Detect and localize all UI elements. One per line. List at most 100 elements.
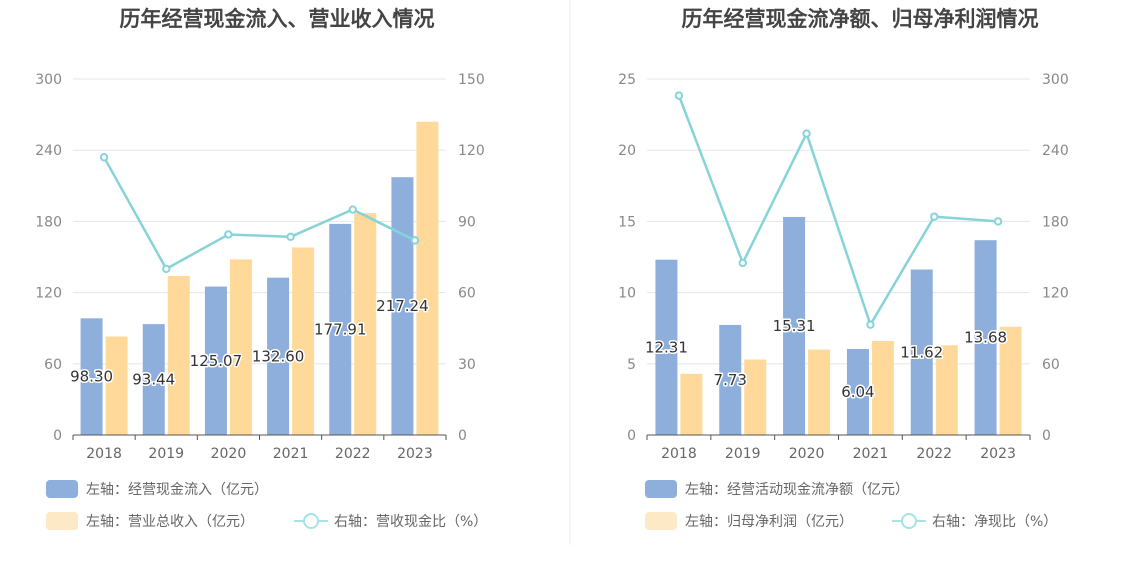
y-right-tick-label: 300 bbox=[1042, 72, 1069, 88]
data-label: 7.73 bbox=[714, 371, 747, 389]
x-tick-label: 2021 bbox=[853, 446, 889, 462]
line-point bbox=[993, 217, 1003, 226]
bar-series-1 bbox=[719, 324, 742, 435]
x-tick-label: 2018 bbox=[86, 446, 122, 462]
legend-line-marker bbox=[303, 513, 319, 529]
line-point bbox=[866, 320, 875, 329]
line-point bbox=[410, 236, 420, 245]
y-right-tick-label: 150 bbox=[458, 72, 485, 88]
data-label: 12.31 bbox=[645, 338, 688, 356]
y-right-tick-label: 120 bbox=[458, 143, 485, 159]
data-label: 217.24 bbox=[376, 297, 429, 315]
y-right-tick-label: 60 bbox=[458, 286, 476, 302]
x-tick-label: 2022 bbox=[916, 446, 952, 462]
line-point bbox=[674, 91, 684, 100]
data-label: 177.91 bbox=[314, 320, 367, 338]
y-right-tick-label: 240 bbox=[1042, 143, 1069, 159]
chart-title: 历年经营现金流净额、归母净利润情况 bbox=[682, 7, 1039, 31]
data-label: 13.68 bbox=[964, 329, 1007, 347]
bar-series-1 bbox=[142, 324, 165, 435]
bar-series-2 bbox=[167, 275, 190, 435]
x-tick-label: 2020 bbox=[789, 446, 825, 462]
data-label: 132.60 bbox=[252, 347, 305, 365]
line-point bbox=[286, 232, 295, 242]
chart-title: 历年经营现金流入、营业收入情况 bbox=[120, 7, 435, 31]
bar-series-2 bbox=[935, 345, 958, 435]
line-point bbox=[162, 264, 171, 274]
y-left-tick-label: 10 bbox=[618, 286, 636, 302]
line-series bbox=[677, 95, 999, 328]
y-left-tick-label: 25 bbox=[618, 72, 636, 88]
y-left-tick-label: 0 bbox=[627, 428, 636, 444]
bar-series-2 bbox=[229, 259, 252, 435]
legend-line-marker bbox=[901, 513, 917, 529]
legend-label: 左轴：归母净利润（亿元） bbox=[685, 513, 853, 530]
bar-series-2 bbox=[744, 359, 767, 435]
x-tick-label: 2020 bbox=[211, 446, 247, 462]
line-series bbox=[102, 156, 416, 271]
y-left-tick-label: 5 bbox=[627, 357, 636, 373]
bar-series-2 bbox=[999, 326, 1022, 435]
y-left-tick-label: 15 bbox=[618, 214, 636, 230]
legend-bar-swatch bbox=[645, 512, 677, 530]
x-tick-label: 2021 bbox=[273, 446, 309, 462]
line-point bbox=[99, 153, 109, 162]
bar-series-2 bbox=[680, 373, 703, 435]
data-label: 125.07 bbox=[190, 352, 243, 370]
bar-series-2 bbox=[808, 349, 831, 435]
x-tick-label: 2023 bbox=[980, 446, 1016, 462]
line-point bbox=[802, 129, 811, 138]
line-point bbox=[738, 258, 747, 268]
bar-series-1 bbox=[391, 177, 414, 435]
x-tick-label: 2019 bbox=[148, 446, 184, 462]
y-left-tick-label: 240 bbox=[35, 143, 62, 159]
x-tick-label: 2018 bbox=[661, 446, 697, 462]
y-right-tick-label: 30 bbox=[458, 357, 476, 373]
bar-series-2 bbox=[105, 336, 128, 435]
legend-label: 右轴：净现比（%） bbox=[932, 514, 1057, 530]
bar-series-1 bbox=[267, 277, 290, 435]
y-right-tick-label: 60 bbox=[1042, 357, 1060, 373]
y-left-tick-label: 0 bbox=[53, 428, 62, 444]
line-point bbox=[348, 205, 357, 214]
chart-panel-2: 历年经营现金流净额、归母净利润情况 0 5 10 15 20 25 0 60 120 180 240 3… bbox=[618, 7, 1069, 530]
bar-series-1 bbox=[655, 259, 678, 435]
legend-label: 左轴：营业总收入（亿元） bbox=[86, 514, 254, 530]
chart-panel-1: 历年经营现金流入、营业收入情况 0 60 120 180 240 300 0 30 60 90 120… bbox=[35, 7, 487, 530]
bar-series-1 bbox=[783, 216, 806, 435]
legend-label: 左轴：经营现金流入（亿元） bbox=[86, 482, 268, 498]
y-right-tick-label: 180 bbox=[1042, 214, 1069, 230]
y-right-tick-label: 120 bbox=[1042, 286, 1069, 302]
y-left-tick-label: 300 bbox=[35, 72, 62, 88]
y-left-tick-label: 60 bbox=[44, 357, 62, 373]
y-right-tick-label: 0 bbox=[458, 428, 467, 444]
bar-series-1 bbox=[846, 348, 869, 435]
legend-label: 右轴：营收现金比（%） bbox=[334, 514, 487, 530]
data-label: 11.62 bbox=[900, 343, 943, 361]
bar-series-1 bbox=[329, 223, 352, 435]
bar-series-2 bbox=[871, 341, 894, 435]
bar-series-1 bbox=[204, 286, 227, 435]
y-left-tick-label: 180 bbox=[35, 214, 62, 230]
bar-series-1 bbox=[974, 240, 997, 435]
bar-series-2 bbox=[354, 213, 377, 435]
legend-bar-swatch bbox=[645, 480, 677, 498]
x-tick-label: 2022 bbox=[335, 446, 371, 462]
line-point bbox=[224, 230, 233, 239]
legend-bar-swatch bbox=[46, 512, 78, 530]
data-label: 93.44 bbox=[132, 371, 175, 389]
line-point bbox=[930, 212, 939, 221]
legend-label: 左轴：经营活动现金流净额（亿元） bbox=[685, 482, 909, 498]
y-right-tick-label: 0 bbox=[1042, 428, 1051, 444]
bar-series-1 bbox=[910, 269, 933, 435]
bar-series-2 bbox=[416, 121, 439, 435]
data-label: 15.31 bbox=[773, 317, 816, 335]
legend-bar-swatch bbox=[46, 480, 78, 498]
x-tick-label: 2023 bbox=[397, 446, 433, 462]
data-label: 98.30 bbox=[70, 368, 113, 386]
x-tick-label: 2019 bbox=[725, 446, 761, 462]
y-left-tick-label: 20 bbox=[618, 143, 636, 159]
bar-series-2 bbox=[292, 247, 315, 435]
data-label: 6.04 bbox=[841, 383, 874, 401]
